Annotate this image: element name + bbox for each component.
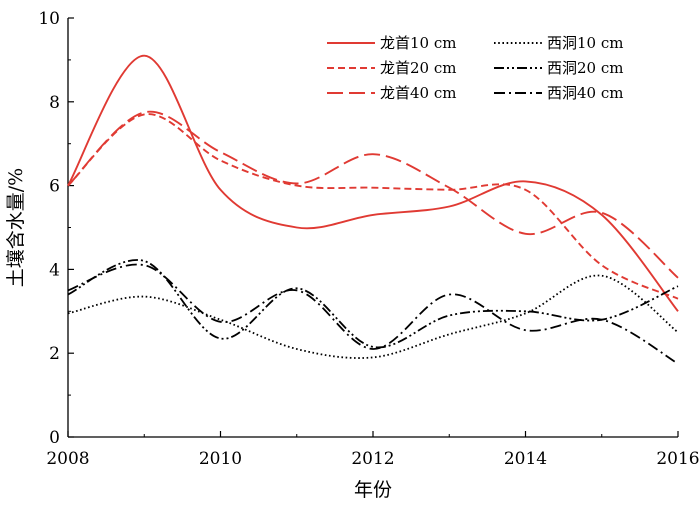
x-tick-label: 2010 bbox=[199, 449, 242, 469]
legend: 龙首10 cm 龙首20 cm 龙首40 cm 西洞10 cm 西洞20 cm 西洞40 … bbox=[327, 34, 623, 102]
y-axis-title: 土壤含水量/% bbox=[5, 168, 27, 287]
chart-axes: 0 2 4 6 8 10 2008 2010 2012 2014 2016 bbox=[38, 9, 699, 469]
series-line-2 bbox=[67, 113, 679, 300]
series-layer bbox=[67, 54, 679, 365]
y-tick-label: 0 bbox=[49, 428, 60, 448]
legend-label-3: 龙首40 cm bbox=[380, 84, 456, 102]
y-tick-label: 4 bbox=[49, 260, 60, 280]
x-tick-label: 2014 bbox=[504, 449, 547, 469]
series-line-5 bbox=[67, 259, 679, 349]
series-line-6 bbox=[67, 263, 679, 365]
x-tick-label: 2012 bbox=[351, 449, 394, 469]
y-tick-label: 6 bbox=[49, 177, 60, 197]
legend-label-6: 西洞40 cm bbox=[547, 84, 623, 102]
y-tick-label: 2 bbox=[49, 344, 60, 364]
legend-label-4: 西洞10 cm bbox=[547, 34, 623, 52]
y-tick-label: 8 bbox=[49, 93, 60, 113]
legend-label-2: 龙首20 cm bbox=[380, 59, 456, 77]
y-tick-label: 10 bbox=[38, 9, 60, 29]
legend-label-5: 西洞20 cm bbox=[547, 59, 623, 77]
x-tick-label: 2008 bbox=[46, 449, 89, 469]
x-tick-label: 2016 bbox=[656, 449, 699, 469]
series-line-4 bbox=[67, 274, 679, 359]
series-line-3 bbox=[67, 110, 679, 279]
series-line-1 bbox=[67, 54, 679, 312]
legend-label-1: 龙首10 cm bbox=[380, 34, 456, 52]
x-axis-title: 年份 bbox=[354, 479, 392, 501]
